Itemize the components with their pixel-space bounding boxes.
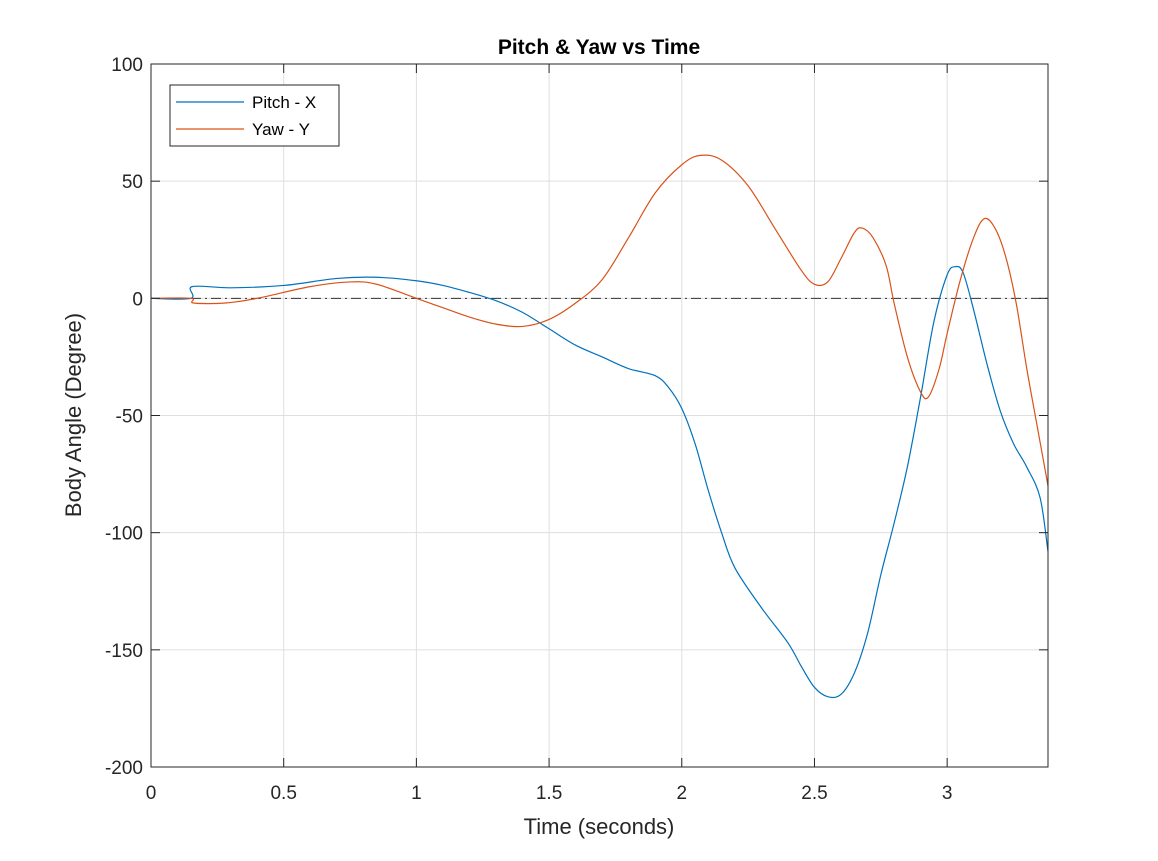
legend: Pitch - X Yaw - Y — [169, 84, 340, 147]
series-layer — [150, 154, 1049, 699]
legend-label-yaw: Yaw - Y — [252, 120, 310, 139]
y-tick-label: -100 — [105, 524, 143, 545]
series-line-pitch — [150, 265, 1049, 699]
y-tick-label: 50 — [122, 172, 143, 193]
y-tick-label: -200 — [105, 758, 143, 779]
y-tick-labels: 100 50 0 -50 -100 -150 -200 — [105, 55, 143, 779]
y-axis-label: Body Angle (Degree) — [61, 313, 86, 517]
x-tick-label: 3 — [942, 783, 953, 804]
x-axis-label: Time (seconds) — [524, 814, 675, 839]
y-tick-label: -150 — [105, 641, 143, 662]
x-tick-label: 2.5 — [801, 783, 827, 804]
y-tick-label: -50 — [116, 407, 143, 428]
x-tick-label: 0 — [146, 783, 157, 804]
x-tick-label: 0.5 — [270, 783, 296, 804]
series-line-yaw — [150, 154, 1049, 486]
x-tick-label: 1 — [411, 783, 422, 804]
x-tick-labels: 0 0.5 1 1.5 2 2.5 3 — [146, 783, 953, 804]
chart-title: Pitch & Yaw vs Time — [498, 36, 700, 59]
y-tick-label: 100 — [111, 55, 143, 76]
plot-area: 0 0.5 1 1.5 2 2.5 3 100 50 0 -50 -100 -150 -200 — [105, 55, 1049, 804]
x-tick-label: 2 — [676, 783, 687, 804]
x-tick-label: 1.5 — [536, 783, 562, 804]
y-tick-label: 0 — [132, 289, 143, 310]
legend-box — [169, 84, 340, 147]
axis-ticks — [150, 63, 1048, 768]
legend-label-pitch: Pitch - X — [252, 93, 316, 112]
